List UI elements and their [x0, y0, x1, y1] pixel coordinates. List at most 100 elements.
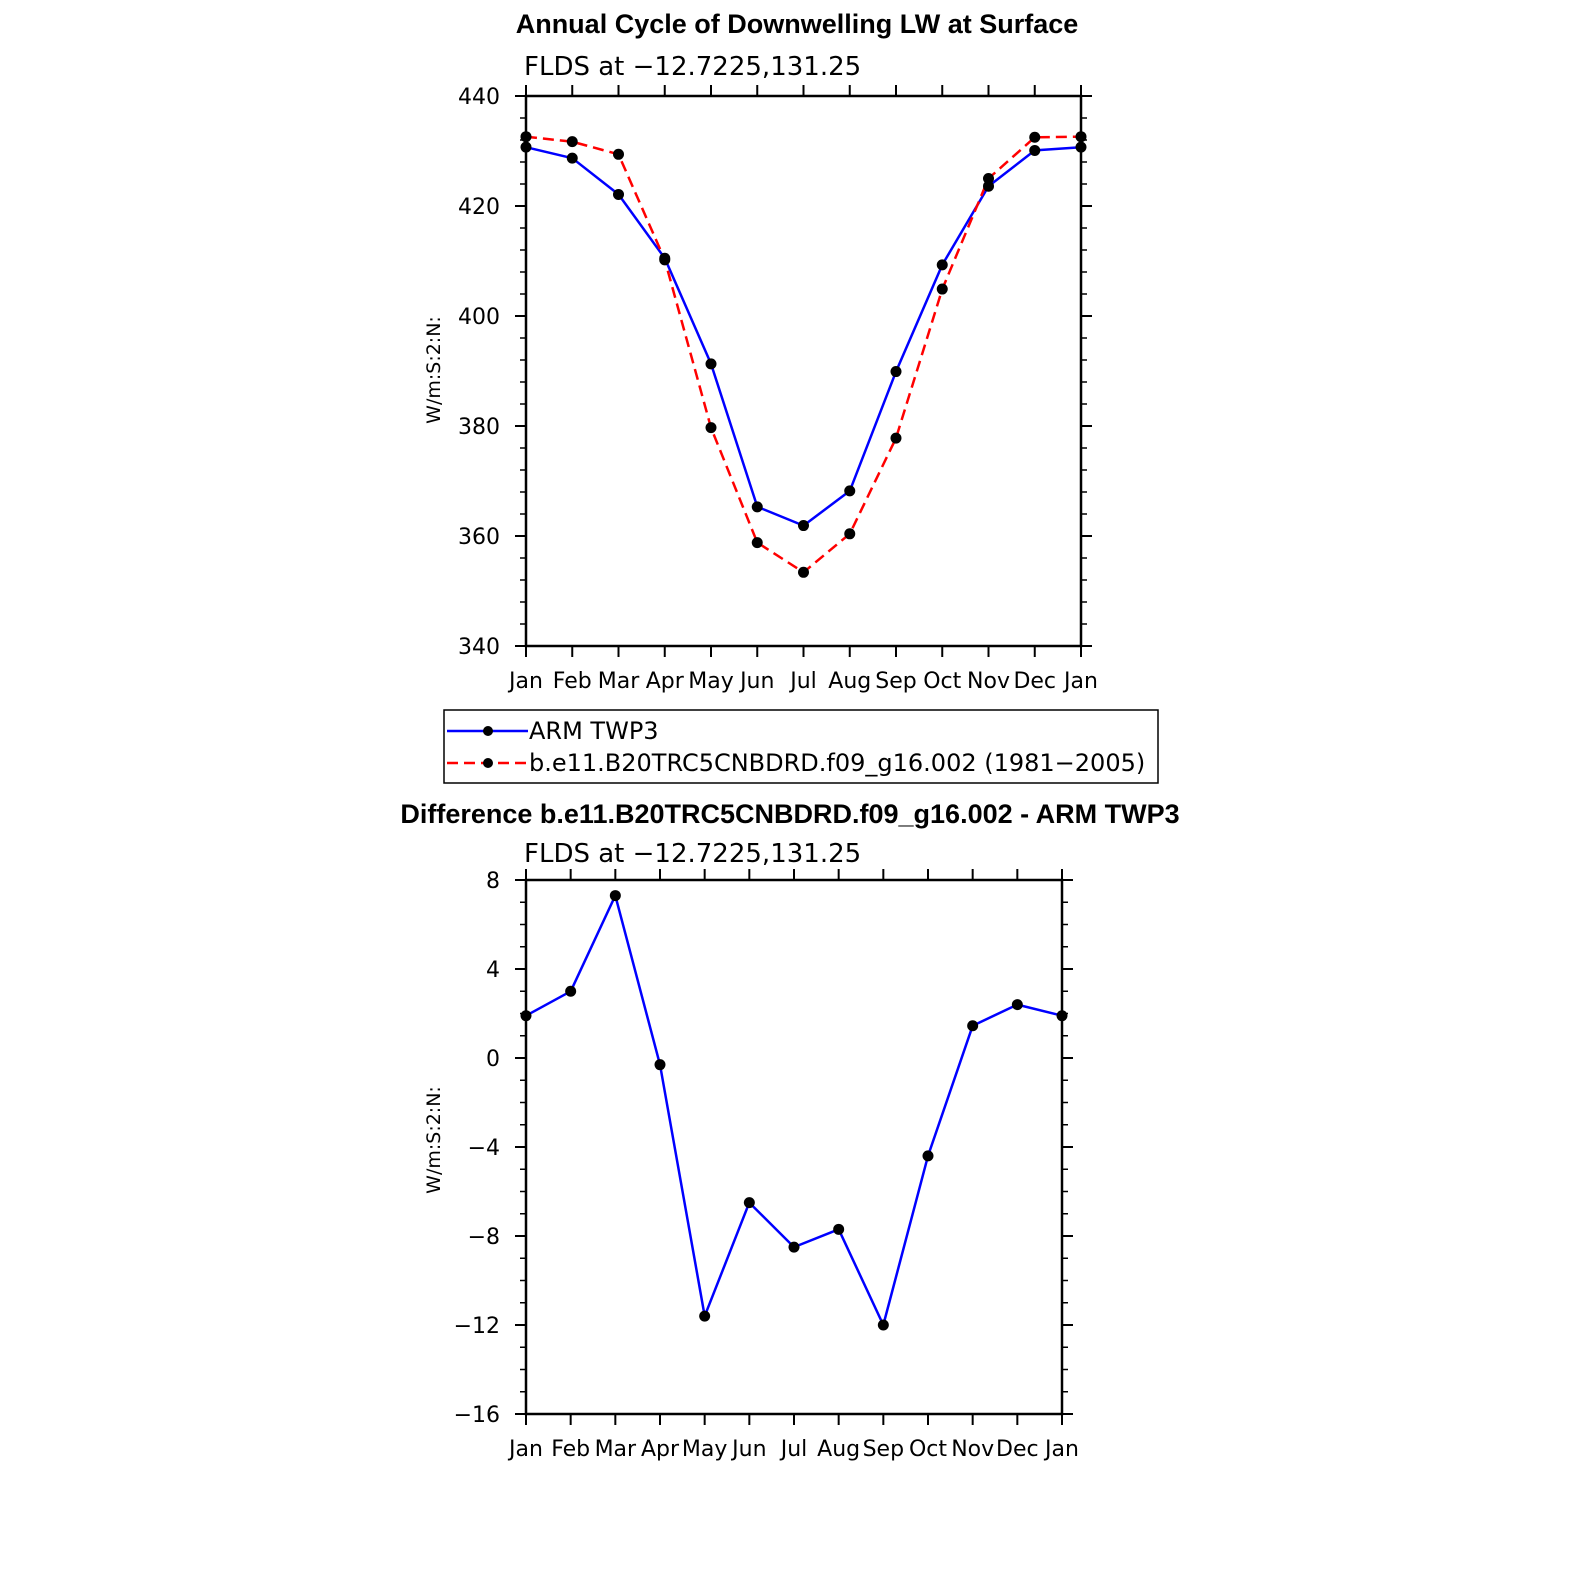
chart-subtitle: FLDS at −12.7225,131.25 [524, 52, 861, 82]
x-tick-label: Jul [779, 1437, 808, 1462]
y-tick-label: 0 [486, 1047, 500, 1072]
data-point-series-0 [751, 501, 763, 513]
x-tick-label: May [682, 1437, 727, 1462]
x-tick-label: Oct [923, 669, 961, 694]
x-tick-label: Apr [646, 669, 685, 694]
y-axis-label: W/m:S:2:N: [423, 316, 445, 424]
series-line-0 [525, 145, 1082, 527]
data-point-series-0 [788, 1241, 800, 1253]
x-tick-label: Nov [951, 1437, 994, 1462]
x-tick-label: Jan [1062, 669, 1098, 694]
data-point-series-0 [833, 1223, 845, 1235]
difference-chart: Difference b.e11.B20TRC5CNBDRD.f09_g16.0… [400, 799, 1179, 1462]
data-point-series-0 [877, 1319, 889, 1331]
axes: Jan Feb Mar Apr May Jun Jul Aug Sep Oct Nov Dec Jan3… [458, 85, 1098, 694]
chart-title: Difference b.e11.B20TRC5CNBDRD.f09_g16.0… [400, 799, 1179, 829]
plot-marks [520, 890, 1068, 1331]
y-tick-label: 4 [486, 958, 500, 983]
legend: ARM TWP3 b.e11.B20TRC5CNBDRD.f09_g16.002… [443, 709, 1159, 784]
chart-title: Annual Cycle of Downwelling LW at Surfac… [516, 9, 1079, 39]
data-point-series-0 [705, 358, 717, 370]
data-point-series-0 [967, 1020, 979, 1032]
x-tick-label: Jul [788, 669, 817, 694]
data-point-series-0 [699, 1310, 711, 1322]
data-point-series-1 [983, 173, 994, 184]
x-tick-label: Jun [730, 1437, 766, 1462]
legend-box [443, 709, 1159, 784]
y-tick-label: 420 [458, 195, 500, 220]
x-tick-label: Sep [863, 1437, 904, 1462]
chart-subtitle: FLDS at −12.7225,131.25 [524, 839, 861, 869]
x-tick-label: Feb [553, 669, 592, 694]
x-tick-label: Aug [817, 1437, 860, 1462]
data-point-series-0 [983, 180, 994, 192]
data-point-series-0 [565, 985, 577, 997]
series-line-0 [525, 894, 1063, 1327]
y-tick-label: 440 [458, 85, 500, 110]
legend-label-model: b.e11.B20TRC5CNBDRD.f09_g16.002 (1981−20… [529, 749, 1145, 777]
x-tick-label: Jan [507, 1437, 543, 1462]
y-tick-label: −4 [468, 1136, 500, 1161]
legend-label-arm-twp3: ARM TWP3 [529, 717, 659, 745]
data-point-series-0 [1056, 1010, 1068, 1022]
data-point-series-1 [890, 432, 902, 444]
data-point-series-0 [566, 152, 578, 164]
data-point-series-1 [798, 566, 809, 578]
y-tick-label: 400 [458, 305, 500, 330]
x-tick-label: Mar [595, 1437, 637, 1462]
plot-frame [524, 878, 1064, 1416]
y-tick-label: 360 [458, 525, 500, 550]
data-point-series-1 [751, 537, 763, 549]
data-point-series-1 [520, 131, 532, 143]
x-tick-label: Feb [551, 1437, 590, 1462]
data-point-series-1 [566, 136, 578, 148]
data-point-series-0 [613, 188, 624, 200]
data-point-series-0 [1029, 144, 1041, 156]
x-tick-label: Oct [909, 1437, 947, 1462]
data-point-series-1 [613, 148, 624, 160]
x-tick-label: Apr [641, 1437, 680, 1462]
y-tick-label: 380 [458, 415, 500, 440]
data-point-series-0 [922, 1150, 934, 1162]
x-tick-label: Dec [996, 1437, 1039, 1462]
x-tick-label: May [688, 669, 733, 694]
data-point-series-1 [936, 283, 948, 295]
data-point-series-1 [659, 254, 671, 266]
x-tick-label: Jan [1043, 1437, 1079, 1462]
data-point-series-0 [936, 259, 948, 271]
x-tick-label: Nov [967, 669, 1010, 694]
data-point-series-0 [844, 485, 856, 497]
data-point-series-0 [520, 141, 532, 153]
data-point-series-0 [1075, 141, 1087, 153]
data-point-series-0 [743, 1197, 755, 1209]
legend-entry-arm-twp3: ARM TWP3 [447, 717, 659, 745]
y-tick-label: −12 [454, 1314, 500, 1339]
legend-marker [483, 726, 493, 736]
series-line-1 [525, 135, 1082, 574]
data-point-series-0 [1011, 999, 1023, 1011]
data-point-series-0 [609, 890, 621, 902]
y-axis-label: W/m:S:2:N: [423, 1086, 445, 1194]
x-tick-label: Dec [1013, 669, 1056, 694]
y-tick-label: 340 [458, 635, 500, 660]
data-point-series-1 [1075, 131, 1087, 143]
plot-marks [520, 131, 1087, 578]
x-tick-label: Aug [828, 669, 871, 694]
data-point-series-1 [1029, 131, 1041, 143]
x-tick-label: Mar [598, 669, 640, 694]
data-point-series-0 [890, 366, 902, 378]
legend-entry-model: b.e11.B20TRC5CNBDRD.f09_g16.002 (1981−20… [447, 749, 1145, 777]
data-point-series-0 [798, 520, 809, 532]
data-point-series-1 [844, 528, 856, 540]
x-tick-label: Jan [507, 669, 543, 694]
axes: Jan Feb Mar Apr May Jun Jul Aug Sep Oct Nov Dec Jan−… [454, 869, 1079, 1462]
data-point-series-0 [654, 1059, 666, 1071]
x-tick-label: Jun [738, 669, 774, 694]
y-tick-label: −8 [468, 1225, 500, 1250]
annual-cycle-chart: Annual Cycle of Downwelling LW at Surfac… [423, 9, 1098, 694]
data-point-series-0 [520, 1010, 532, 1022]
x-tick-label: Sep [875, 669, 916, 694]
y-tick-label: 8 [486, 869, 500, 894]
data-point-series-1 [705, 422, 717, 434]
